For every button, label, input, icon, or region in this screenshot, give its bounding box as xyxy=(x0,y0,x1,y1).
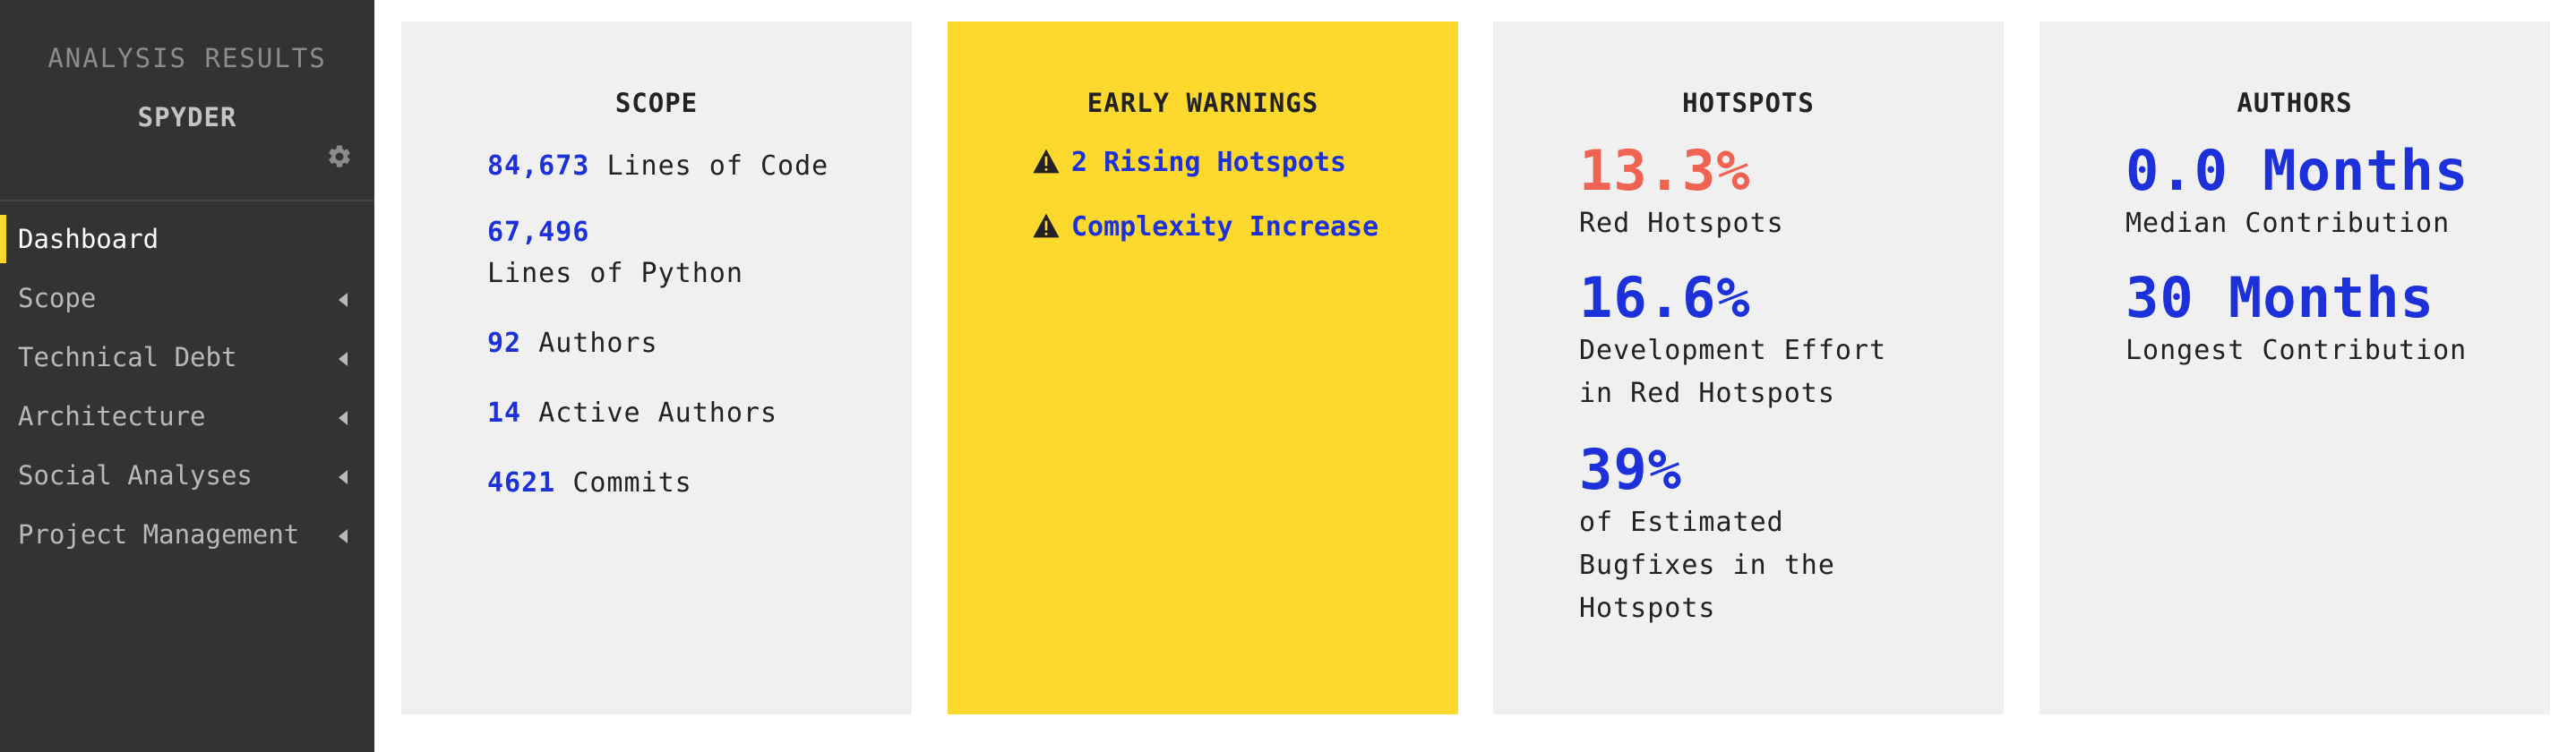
estimated-bugfixes-value[interactable]: 39% xyxy=(1579,437,1682,502)
sidebar-title: ANALYSIS RESULTS xyxy=(47,43,327,73)
sidebar-item-label: Architecture xyxy=(18,401,206,432)
sidebar-item-scope[interactable]: Scope xyxy=(0,269,374,328)
median-contribution-value[interactable]: 0.0 Months xyxy=(2125,138,2469,203)
scope-card: SCOPE 84,673 Lines of Code 67,496 Lines … xyxy=(401,21,912,714)
authors-label: Authors xyxy=(538,328,658,359)
hotspots-card: HOTSPOTS 13.3% Red Hotspots 16.6% Develo… xyxy=(1493,21,2004,714)
authors-value[interactable]: 92 xyxy=(487,328,522,359)
warning-label: Complexity Increase xyxy=(1071,211,1379,243)
estimated-bugfixes-label-line: Hotspots xyxy=(1579,593,1716,624)
lines-of-code-value[interactable]: 84,673 xyxy=(487,150,590,182)
commits-label: Commits xyxy=(572,467,692,499)
longest-contribution-value[interactable]: 30 Months xyxy=(2125,265,2434,330)
active-authors-value[interactable]: 14 xyxy=(487,397,522,429)
warning-complexity-increase[interactable]: Complexity Increase xyxy=(1032,211,1378,243)
red-hotspots-label: Red Hotspots xyxy=(1579,208,1784,239)
sidebar-item-label: Social Analyses xyxy=(18,460,253,491)
active-authors-label: Active Authors xyxy=(538,397,778,429)
sidebar-item-label: Scope xyxy=(18,283,97,313)
sidebar-item-technical-debt[interactable]: Technical Debt xyxy=(0,328,374,387)
authors-card: AUTHORS 0.0 Months Median Contribution 3… xyxy=(2039,21,2550,714)
estimated-bugfixes-label: of Estimated Bugfixes in the Hotspots xyxy=(1579,501,1835,630)
commits-value[interactable]: 4621 xyxy=(487,467,556,499)
red-hotspots-value[interactable]: 13.3% xyxy=(1579,138,1751,203)
authors-title: AUTHORS xyxy=(2237,88,2353,118)
sidebar-item-label: Technical Debt xyxy=(18,342,237,372)
sidebar-nav: Dashboard Scope Technical Debt Architect… xyxy=(0,209,374,564)
median-contribution-label: Median Contribution xyxy=(2125,208,2451,239)
project-name: SPYDER xyxy=(137,102,237,132)
early-warnings-title: EARLY WARNINGS xyxy=(1086,88,1319,118)
gear-icon[interactable] xyxy=(326,143,353,170)
warning-triangle-icon xyxy=(1033,149,1060,174)
caret-left-icon xyxy=(339,470,348,484)
caret-left-icon xyxy=(339,529,348,543)
sidebar-item-dashboard[interactable]: Dashboard xyxy=(0,209,374,269)
caret-left-icon xyxy=(339,293,348,307)
sidebar-item-label: Dashboard xyxy=(18,224,159,254)
development-effort-label: Development Effort in Red Hotspots xyxy=(1579,329,1886,415)
sidebar-item-social-analyses[interactable]: Social Analyses xyxy=(0,446,374,505)
warning-label: 2 Rising Hotspots xyxy=(1071,147,1347,178)
development-effort-value[interactable]: 16.6% xyxy=(1579,265,1751,330)
estimated-bugfixes-label-line: Bugfixes in the xyxy=(1579,550,1835,581)
sidebar-divider xyxy=(0,200,374,201)
hotspots-title: HOTSPOTS xyxy=(1682,88,1815,118)
development-effort-label-line: in Red Hotspots xyxy=(1579,378,1835,409)
estimated-bugfixes-label-line: of Estimated xyxy=(1579,507,1784,538)
development-effort-label-line: Development Effort xyxy=(1579,335,1887,366)
commits-stat: 4621 Commits xyxy=(487,467,692,499)
lines-of-code-label: Lines of Code xyxy=(606,150,829,182)
active-authors-stat: 14 Active Authors xyxy=(487,397,777,429)
longest-contribution-label: Longest Contribution xyxy=(2125,335,2468,366)
sidebar-item-label: Project Management xyxy=(18,519,300,550)
warning-triangle-icon xyxy=(1033,213,1060,238)
sidebar-item-architecture[interactable]: Architecture xyxy=(0,387,374,446)
lines-of-python-value[interactable]: 67,496 xyxy=(487,217,590,248)
early-warnings-card: EARLY WARNINGS 2 Rising Hotspots Complex… xyxy=(948,21,1458,714)
caret-left-icon xyxy=(339,411,348,425)
caret-left-icon xyxy=(339,352,348,366)
lines-of-python-label: Lines of Python xyxy=(487,258,743,289)
sidebar-item-project-management[interactable]: Project Management xyxy=(0,505,374,564)
warning-rising-hotspots[interactable]: 2 Rising Hotspots xyxy=(1032,147,1346,178)
lines-of-python-stat: 67,496 xyxy=(487,217,589,248)
sidebar: ANALYSIS RESULTS SPYDER Dashboard Scope … xyxy=(0,0,374,752)
lines-of-code-stat: 84,673 Lines of Code xyxy=(487,150,829,182)
scope-title: SCOPE xyxy=(614,88,699,118)
authors-stat: 92 Authors xyxy=(487,328,658,359)
